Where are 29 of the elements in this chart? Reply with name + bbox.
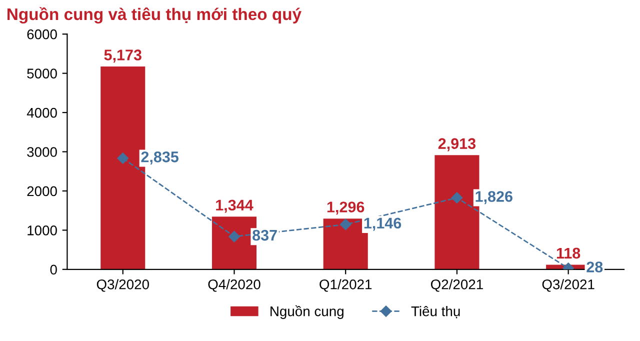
point [228, 230, 240, 242]
data-label: 28 [586, 262, 603, 272]
data-label: 2,913 [438, 138, 476, 152]
y-tick-label: 2000 [27, 186, 57, 196]
data-label: 1,146 [364, 218, 402, 231]
x-tick-label: Q3/2020 [96, 279, 149, 292]
chart-title: Nguồn cung và tiêu thụ mới theo quý [8, 7, 302, 24]
data-label: 5,173 [104, 50, 142, 63]
point [340, 218, 352, 230]
point [451, 192, 463, 204]
data-label: 1,296 [327, 202, 364, 215]
x-tick-label: Q2/2021 [430, 279, 483, 292]
legend-label: Nguồn cung [270, 305, 344, 319]
legend-label: Tiêu thụ [411, 306, 460, 318]
data-label: 1,344 [216, 200, 254, 213]
y-tick-label: 3000 [27, 147, 57, 157]
data-label: 118 [556, 248, 580, 259]
data-label: 1,826 [476, 191, 512, 204]
data-label: 837 [252, 230, 277, 241]
y-tick-label: 5000 [27, 68, 57, 78]
x-tick-label: Q1/2021 [320, 279, 372, 292]
point [117, 152, 128, 164]
x-tick-label: Q3/2021 [542, 279, 594, 292]
y-tick-label: 1000 [28, 226, 57, 236]
y-tick-label: 6000 [27, 29, 57, 40]
data-label: 2,835 [141, 152, 179, 165]
x-tick-label: Q4/2020 [208, 279, 260, 292]
y-tick-label: 0 [50, 264, 57, 275]
y-tick-label: 4000 [26, 108, 57, 118]
